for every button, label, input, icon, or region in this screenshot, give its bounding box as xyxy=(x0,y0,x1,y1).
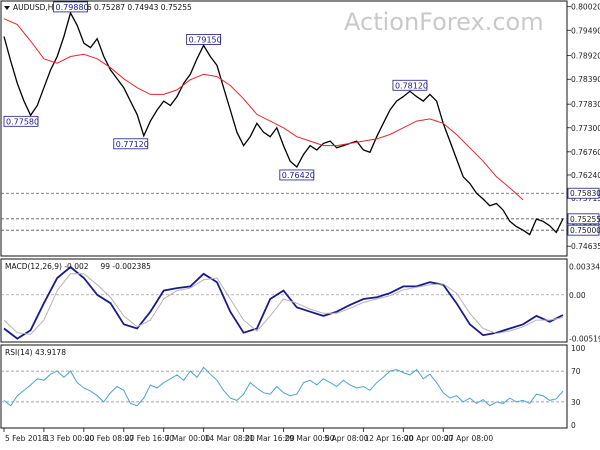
level-price-label: 0.75000 xyxy=(570,226,600,235)
price-plot: 0.79880 0.79150 0.77580 0.77120 0.76420 0.781… xyxy=(1,1,567,236)
price-y-tick-label: 0.78920 xyxy=(571,52,600,61)
annotation-label: 0.76420 xyxy=(282,171,315,180)
annotation-label: 0.78120 xyxy=(395,81,428,90)
level-price-box xyxy=(567,224,600,236)
annotation-box xyxy=(113,138,149,150)
price-y-tick-label: 0.76240 xyxy=(571,171,600,180)
annotation-label: 0.79150 xyxy=(189,35,222,44)
price-y-tick-label: 0.77830 xyxy=(571,100,600,109)
rsi-series xyxy=(3,366,564,407)
x-tick-label: 14 Mar 08:00 xyxy=(205,434,255,443)
x-tick-label: 20 Apr 00:00 xyxy=(404,434,453,443)
price-y-tick-label: 0.80020 xyxy=(571,3,600,12)
price-series-moving-average xyxy=(3,18,524,201)
level-price-box xyxy=(567,187,600,199)
x-tick-label: 21 Mar 16:00 xyxy=(245,434,295,443)
x-tick-label: 13 Feb 00:00 xyxy=(45,434,94,443)
rsi-plot xyxy=(1,366,567,407)
x-tick-label: 29 Mar 00:00 xyxy=(285,434,335,443)
x-tick-label: 5 Feb 2018 xyxy=(5,434,47,443)
x-tick-label: 5 Apr 08:00 xyxy=(324,434,368,443)
annotation-box xyxy=(392,79,428,91)
rsi-y-tick-label: 30 xyxy=(571,398,581,407)
axes: 0.80020 0.79490 0.78920 0.78390 0.77830 0.773… xyxy=(3,3,600,443)
annotation-label: 0.79880 xyxy=(56,3,89,12)
rsi-header-text: RSI(14) 43.9178 xyxy=(5,348,66,357)
price-header-text: AUDUSD,H4 0.75046 0.75287 0.74943 0.7525… xyxy=(13,3,192,12)
macd-y-tick-label: 0.003345 xyxy=(569,263,600,272)
price-header: AUDUSD,H4 0.75046 0.75287 0.74943 0.7525… xyxy=(4,3,192,12)
macd-header-text: MACD(12,26,9) -0.002 99 -0.002385 xyxy=(5,262,151,271)
x-tick-label: 12 Apr 16:00 xyxy=(364,434,413,443)
macd-y-tick-label: 0.00 xyxy=(569,291,586,300)
macd-series-signal xyxy=(3,273,564,335)
price-series-close xyxy=(3,11,564,236)
price-y-tick-label: 0.76760 xyxy=(571,148,600,157)
level-price-box xyxy=(567,213,600,225)
level-price-label: 0.75255 xyxy=(570,215,600,224)
level-price-label: 0.75830 xyxy=(570,189,600,198)
macd-series-macd xyxy=(3,265,564,340)
watermark-text: ActionForex.com xyxy=(344,8,544,36)
rsi-y-tick-label: 0 xyxy=(571,421,576,430)
price-panel-frame xyxy=(0,0,568,257)
annotation-label: 0.77120 xyxy=(116,140,149,149)
annotation-label: 0.77580 xyxy=(6,117,39,126)
annotation-box xyxy=(279,169,315,181)
x-tick-label: 20 Feb 08:00 xyxy=(85,434,134,443)
rsi-y-tick-label: 70 xyxy=(571,367,581,376)
annotation-box xyxy=(186,34,222,45)
price-y-tick-label: 0.77300 xyxy=(571,124,600,133)
price-y-tick-label: 0.74635 xyxy=(571,242,600,251)
macd-plot xyxy=(1,265,567,340)
price-y-tick-label: 0.78390 xyxy=(571,75,600,84)
header-arrow-icon xyxy=(4,6,10,10)
annotation-box xyxy=(53,1,88,13)
price-y-tick-label: 0.79490 xyxy=(571,26,600,35)
x-tick-label: 27 Feb 16:00 xyxy=(125,434,174,443)
macd-panel-frame xyxy=(0,258,568,343)
x-tick-label: 7 Mar 00:00 xyxy=(165,434,211,443)
macd-y-tick-label: -0.005197 xyxy=(569,335,600,344)
rsi-y-tick-label: 100 xyxy=(571,344,586,353)
x-tick-label: 27 Apr 08:00 xyxy=(444,434,493,443)
rsi-panel-frame xyxy=(0,344,568,429)
annotation-box xyxy=(3,115,39,127)
